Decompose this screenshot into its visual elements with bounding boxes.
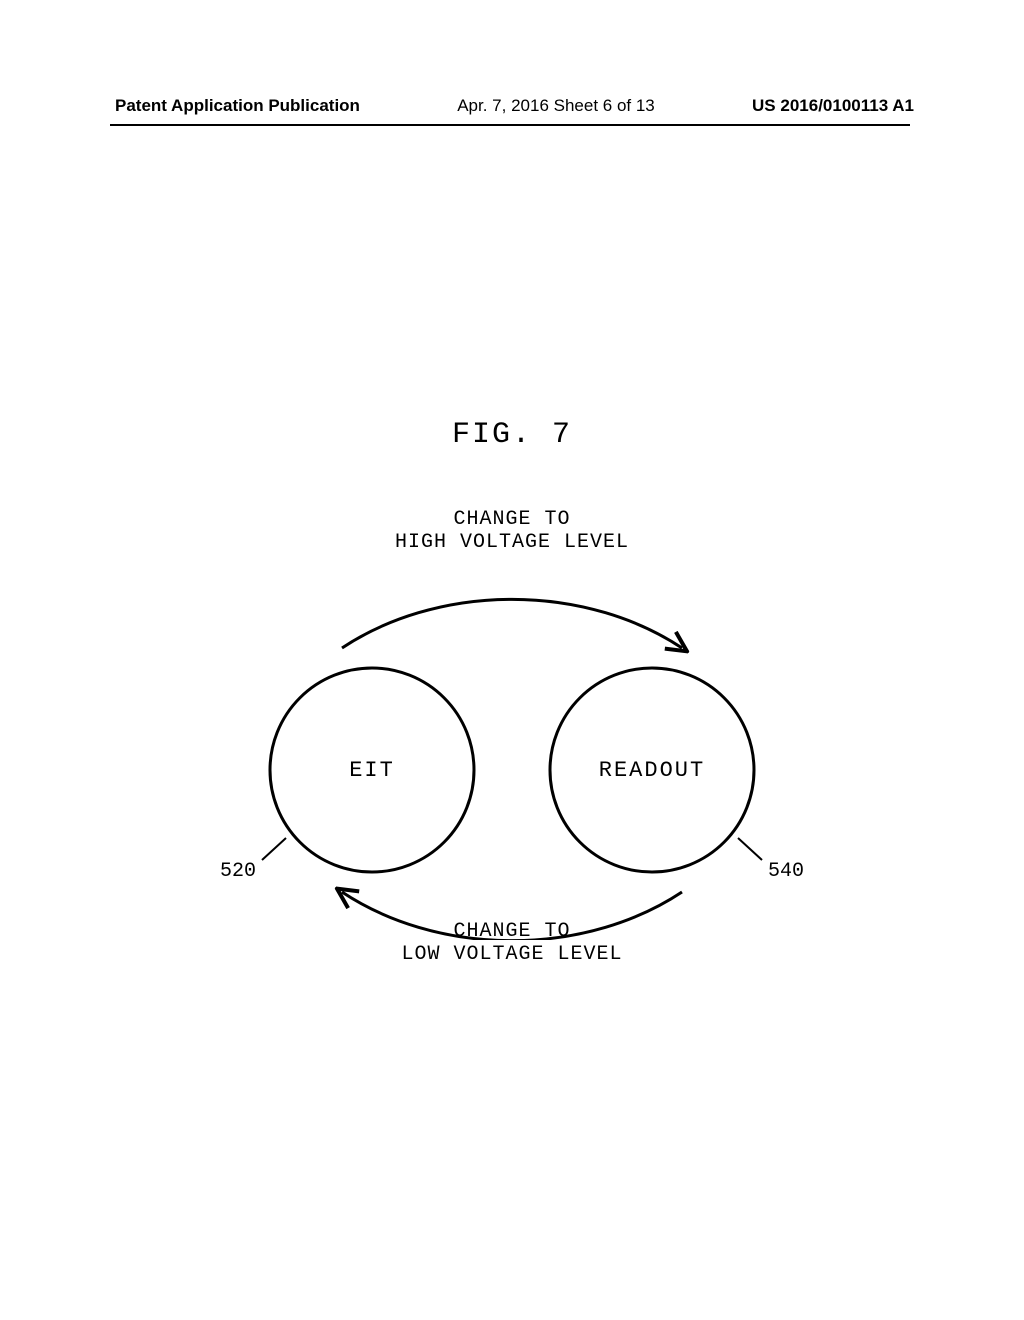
state-diagram: EIT READOUT 520 540 [0, 560, 1024, 980]
ref-left: 520 [220, 860, 256, 883]
header-right: US 2016/0100113 A1 [752, 96, 914, 116]
ref-right: 540 [768, 860, 804, 883]
figure-title: FIG. 7 [0, 418, 1024, 452]
page-header: Patent Application Publication Apr. 7, 2… [0, 96, 1024, 116]
top-transition-label: CHANGE TO HIGH VOLTAGE LEVEL [0, 508, 1024, 554]
top-transition-line1: CHANGE TO [453, 508, 570, 531]
state-right-label: READOUT [599, 758, 705, 783]
header-left: Patent Application Publication [115, 96, 360, 116]
top-transition-line2: HIGH VOLTAGE LEVEL [395, 531, 629, 554]
state-diagram-svg: EIT READOUT 520 540 [162, 560, 862, 940]
header-rule [110, 124, 910, 126]
page: Patent Application Publication Apr. 7, 2… [0, 0, 1024, 1320]
header-row: Patent Application Publication Apr. 7, 2… [0, 96, 1024, 116]
ref-left-tick [262, 838, 286, 860]
state-left-label: EIT [349, 758, 395, 783]
header-mid: Apr. 7, 2016 Sheet 6 of 13 [457, 96, 655, 116]
bottom-transition-line1: CHANGE TO [453, 920, 570, 943]
arc-top [342, 599, 682, 648]
bottom-transition-line2: LOW VOLTAGE LEVEL [401, 943, 622, 966]
ref-right-tick [738, 838, 762, 860]
bottom-transition-label: CHANGE TO LOW VOLTAGE LEVEL [0, 920, 1024, 966]
